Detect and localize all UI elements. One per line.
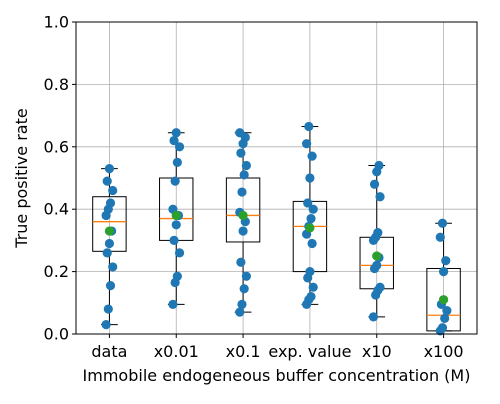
x-tick-label: x0.01 xyxy=(154,342,199,361)
x-tick-label: exp. value xyxy=(268,342,351,361)
data-point xyxy=(103,304,113,314)
mean-point xyxy=(238,210,248,221)
x-tick-label: x10 xyxy=(362,342,392,361)
data-point xyxy=(440,313,450,323)
data-point xyxy=(101,320,111,330)
y-axis-label: True positive rate xyxy=(12,108,31,248)
data-point xyxy=(372,260,382,270)
data-point xyxy=(307,238,317,249)
data-point xyxy=(102,248,112,258)
data-point xyxy=(437,218,448,228)
data-point xyxy=(171,128,181,138)
data-point xyxy=(108,262,118,272)
mean-point xyxy=(171,210,181,221)
data-point xyxy=(369,179,380,189)
box-layer xyxy=(92,126,461,332)
y-tick-label: 0.0 xyxy=(44,325,69,344)
data-point xyxy=(174,248,185,258)
data-point xyxy=(235,307,245,317)
plot-frame xyxy=(75,21,478,335)
data-point xyxy=(374,160,384,171)
data-point xyxy=(104,164,115,174)
data-point xyxy=(305,173,315,183)
data-point xyxy=(305,267,315,277)
data-point xyxy=(104,238,115,249)
data-point xyxy=(239,170,249,180)
x-tick-label: x0.1 xyxy=(226,342,261,361)
data-point xyxy=(306,291,316,302)
data-point xyxy=(168,299,178,309)
data-point xyxy=(108,185,118,196)
data-point xyxy=(306,213,316,224)
y-tick-label: 0.8 xyxy=(44,75,69,94)
data-point xyxy=(441,256,451,266)
data-point xyxy=(170,176,180,186)
y-tick-label: 0.2 xyxy=(44,262,69,281)
data-point xyxy=(239,284,249,294)
data-point xyxy=(237,299,247,309)
mean-point xyxy=(372,251,382,261)
x-axis-label: Immobile endogeneous buffer concentratio… xyxy=(83,366,471,385)
data-point xyxy=(241,271,251,281)
data-point xyxy=(437,323,448,333)
axis-layer xyxy=(75,21,478,335)
data-point xyxy=(442,306,452,316)
data-point xyxy=(238,226,248,236)
data-point xyxy=(308,282,318,292)
mean-point xyxy=(305,223,315,233)
data-point xyxy=(302,139,312,149)
data-point xyxy=(236,257,246,267)
data-point xyxy=(303,198,313,208)
mean-point xyxy=(104,226,115,236)
data-point xyxy=(105,198,116,208)
point-layer xyxy=(101,121,452,336)
x-tick-label: data xyxy=(91,342,127,361)
data-point xyxy=(105,281,116,291)
data-point xyxy=(368,312,379,322)
data-point xyxy=(172,271,182,281)
mean-point xyxy=(438,295,449,305)
data-point xyxy=(375,192,385,202)
data-point xyxy=(438,267,449,277)
data-point xyxy=(169,235,179,245)
y-tick-label: 0.4 xyxy=(44,200,69,219)
grid-layer xyxy=(76,21,477,335)
data-point xyxy=(171,220,181,230)
data-point xyxy=(172,157,182,167)
data-point xyxy=(435,232,445,242)
data-point xyxy=(237,187,247,197)
data-point xyxy=(169,135,179,146)
data-point xyxy=(307,151,317,161)
tick-layer: 0.0 0.2 0.4 0.6 0.8 1.0 data x0.01 x0.1 exp. valu… xyxy=(44,13,464,362)
y-tick-label: 0.6 xyxy=(44,137,69,156)
data-point xyxy=(241,160,251,171)
y-tick-label: 1.0 xyxy=(44,13,69,32)
x-tick-label: x100 xyxy=(424,342,464,361)
data-point xyxy=(174,142,185,152)
data-point xyxy=(373,228,383,238)
data-point xyxy=(236,148,246,158)
data-point xyxy=(304,121,314,132)
data-point xyxy=(375,282,385,292)
data-point xyxy=(235,128,245,138)
data-point xyxy=(102,176,112,186)
data-point xyxy=(308,204,318,214)
